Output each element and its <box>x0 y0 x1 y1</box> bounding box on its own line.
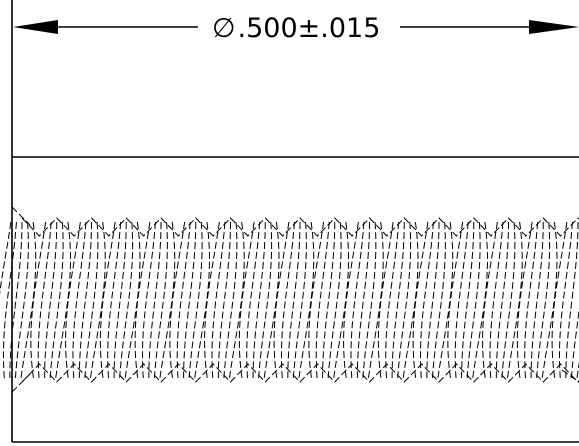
thread-helix-line <box>466 221 481 379</box>
thread-helix-line <box>495 221 509 379</box>
thread-helix-line <box>37 221 52 379</box>
thread-helix-line <box>153 221 168 379</box>
thread-helix-line <box>454 221 469 379</box>
thread-helix-line <box>14 221 29 379</box>
thread-helix-line <box>183 221 197 379</box>
thread-helix-line <box>78 221 92 379</box>
thread-helix-line <box>223 221 238 379</box>
thread-helix-line <box>44 221 58 379</box>
thread-helix-line <box>570 307 579 379</box>
thread-helix-line <box>246 221 261 379</box>
thread-helix-line <box>280 221 295 379</box>
thread-top-profile <box>21 217 579 237</box>
thread-helix-line <box>176 221 191 379</box>
thread-helix-line <box>188 221 203 379</box>
thread-helix-line <box>292 221 307 379</box>
thread-hidden-lines <box>0 206 579 393</box>
thread-helix-line <box>322 221 336 379</box>
thread-helix-line <box>362 221 377 379</box>
thread-helix-line <box>461 221 475 379</box>
chamfer-line <box>561 369 579 383</box>
thread-helix-line <box>431 221 446 379</box>
thread-helix-line <box>385 221 400 379</box>
thread-helix-line <box>524 221 539 379</box>
thread-helix-line <box>287 221 301 379</box>
thread-helix-line <box>530 221 544 379</box>
thread-helix-line <box>536 221 551 379</box>
thread-helix-line <box>148 221 162 379</box>
chamfer-line <box>11 206 31 226</box>
thread-helix-line <box>119 221 134 379</box>
dimension-text: ∅.500±.015 <box>212 13 380 44</box>
thread-helix-line <box>72 221 87 379</box>
thread-helix-line <box>397 221 412 379</box>
thread-helix-line <box>315 221 330 379</box>
extension-lines <box>11 0 579 443</box>
thread-helix-line <box>217 221 231 379</box>
thread-helix-line <box>501 221 516 379</box>
thread-helix-line <box>419 221 434 379</box>
thread-helix-line <box>252 221 266 379</box>
thread-helix-line <box>49 221 64 379</box>
thread-helix-line <box>141 221 156 379</box>
thread-helix-line <box>426 221 440 379</box>
thread-helix-line <box>350 221 365 379</box>
thread-helix-line <box>489 221 504 379</box>
thread-helix-line <box>258 221 273 379</box>
thread-helix-line <box>211 221 226 379</box>
thread-helix-line <box>565 221 579 379</box>
thread-helix-line <box>558 221 573 379</box>
thread-helix-line <box>356 221 370 379</box>
thread-helix-line <box>391 221 405 379</box>
dimension-arrow-left <box>13 20 58 34</box>
chamfer-line <box>11 373 31 393</box>
dimension-arrow-right <box>529 20 579 34</box>
thread-helix-line <box>2 221 17 379</box>
thread-helix-line <box>113 221 127 379</box>
thread-helix-line <box>107 221 122 379</box>
thread-bottom-profile <box>21 363 579 383</box>
thread-helix-line <box>84 221 99 379</box>
diameter-symbol: ∅ <box>212 13 236 44</box>
dimension-value: .500±.015 <box>238 13 381 44</box>
thread-helix-line <box>0 221 12 295</box>
dimension-line: ∅.500±.015 <box>13 13 579 44</box>
thread-helix-line <box>327 221 342 379</box>
